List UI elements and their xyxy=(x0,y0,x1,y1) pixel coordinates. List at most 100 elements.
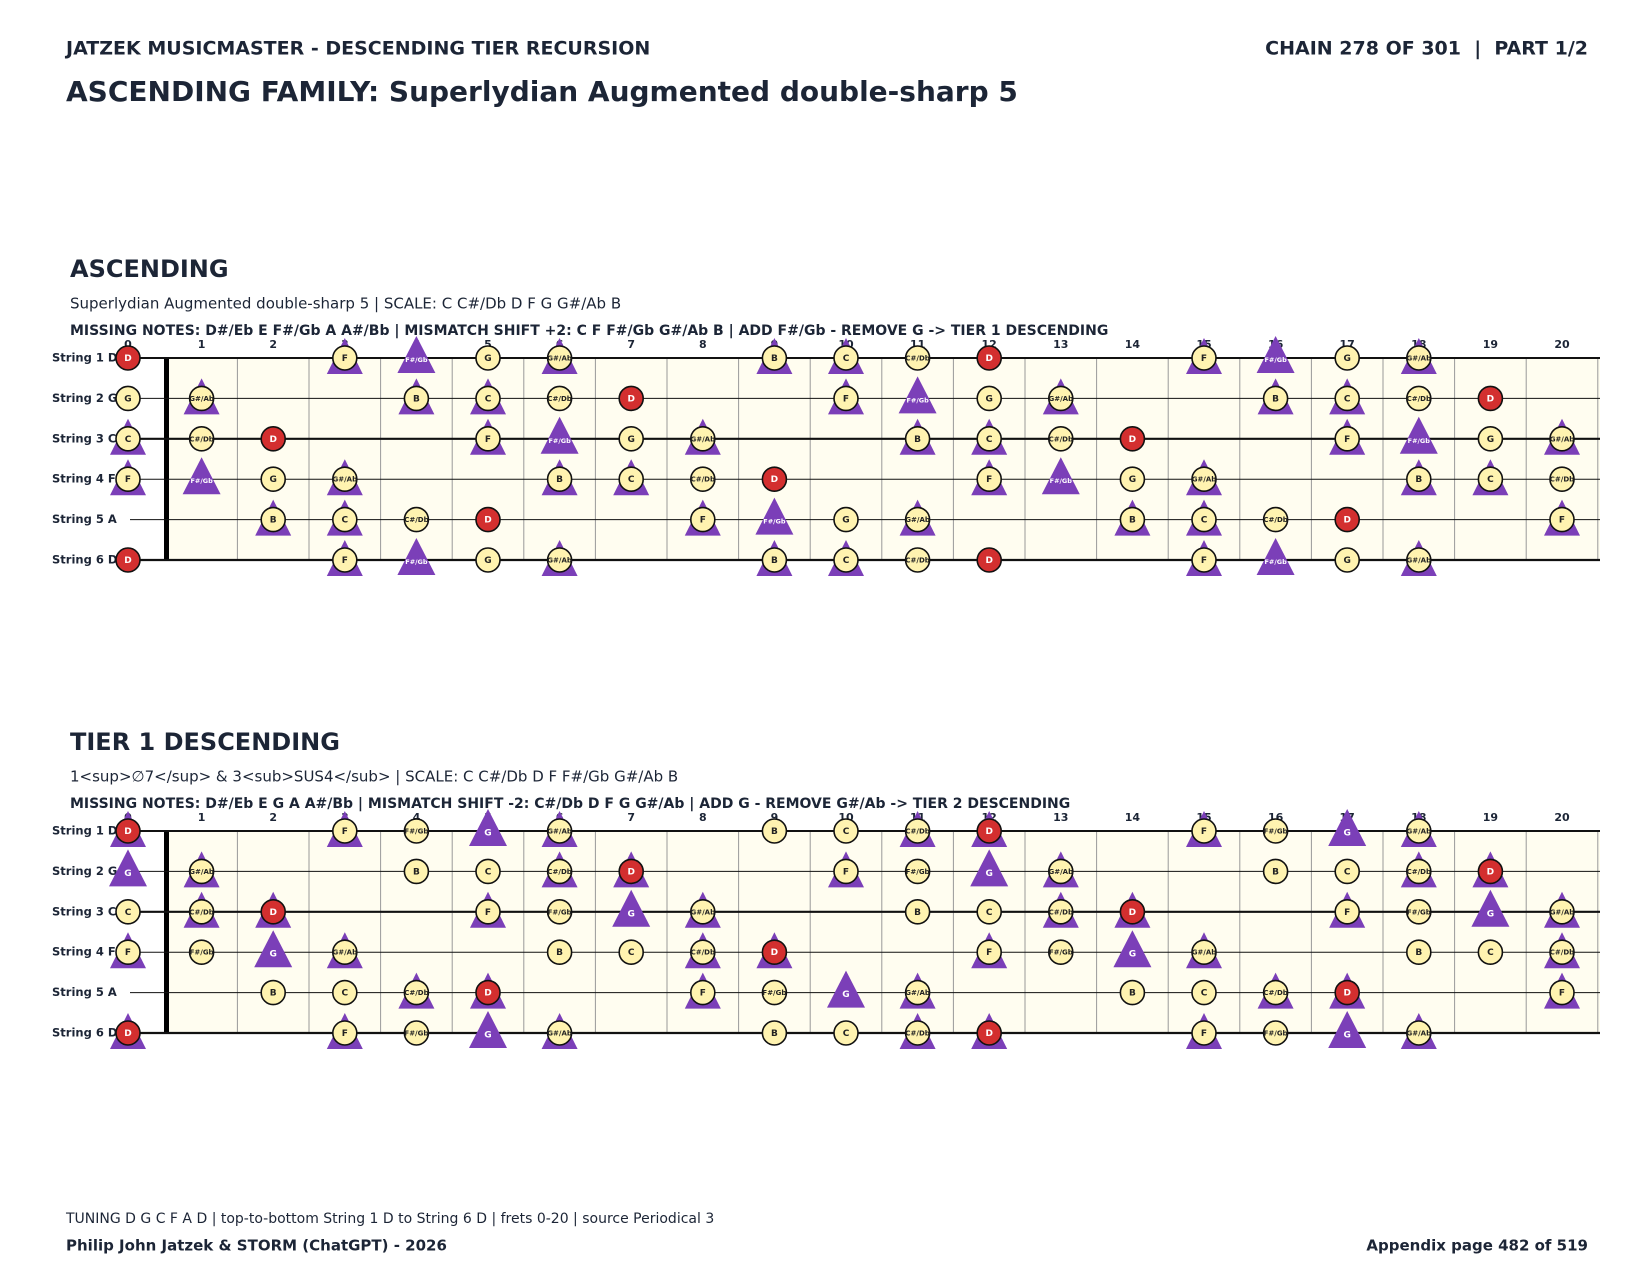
note-label: F xyxy=(342,1029,348,1039)
note-label: G#/Ab xyxy=(189,868,214,876)
root-marker xyxy=(1334,506,1360,533)
note-marker xyxy=(904,425,931,452)
note-label: F#/Gb xyxy=(906,396,929,404)
string-label: String 3 C xyxy=(52,431,116,445)
triangle-marker xyxy=(755,497,794,535)
note-label: D xyxy=(1343,516,1350,526)
note-label: B xyxy=(413,394,420,404)
fret-number: 20 xyxy=(1554,811,1570,824)
note-label: C#/Db xyxy=(1407,395,1431,403)
note-label: G xyxy=(124,394,131,404)
note-label: F#/Gb xyxy=(906,868,930,876)
note-marker xyxy=(546,385,573,412)
note-marker xyxy=(1119,506,1146,533)
note-label: B xyxy=(771,827,778,837)
note-label: G#/Ab xyxy=(1550,435,1575,443)
note-marker xyxy=(403,506,430,533)
note-marker xyxy=(1406,547,1432,573)
triangle-marker xyxy=(540,416,579,454)
note-label: F#/Gb xyxy=(405,356,428,364)
note-marker xyxy=(1191,939,1217,966)
note-label: C xyxy=(1487,948,1494,958)
note-marker xyxy=(331,506,358,533)
note-marker xyxy=(475,345,501,371)
note-label: F#/Gb xyxy=(762,989,786,997)
note-label: F#/Gb xyxy=(1050,477,1073,485)
root-marker xyxy=(761,466,788,493)
string-label: String 2 G xyxy=(52,391,117,405)
note-marker xyxy=(1048,858,1074,885)
triangle-marker xyxy=(1471,889,1510,927)
root-marker xyxy=(115,1020,141,1046)
note-marker xyxy=(1191,506,1217,533)
note-label: G xyxy=(628,909,635,919)
triangle-marker xyxy=(182,457,221,495)
section-subtitle: Superlydian Augmented double-sharp 5 | S… xyxy=(70,295,621,313)
note-marker xyxy=(904,858,931,885)
triangle-marker xyxy=(898,376,937,414)
section-subtitle: 1<sup>∅7</sup> & 3<sub>SUS4</sub> | SCAL… xyxy=(70,768,678,786)
note-marker xyxy=(904,547,931,573)
note-label: D xyxy=(269,908,276,918)
note-marker xyxy=(1191,345,1217,371)
fret-number: 7 xyxy=(627,338,635,351)
note-marker xyxy=(1406,466,1432,493)
triangle-marker xyxy=(1041,457,1080,495)
note-label: C xyxy=(843,1029,850,1039)
note-label: G xyxy=(1344,354,1351,364)
note-marker xyxy=(904,345,931,371)
note-label: G xyxy=(628,435,635,445)
fret-number: 8 xyxy=(699,338,707,351)
note-marker xyxy=(115,425,141,452)
triangle-marker xyxy=(397,538,436,575)
note-label: B xyxy=(556,948,563,958)
note-marker xyxy=(1119,466,1146,493)
root-marker xyxy=(260,425,287,452)
note-label: G xyxy=(1344,829,1351,839)
note-label: C xyxy=(628,948,635,958)
note-label: F xyxy=(342,354,348,364)
note-label: C xyxy=(485,867,492,877)
root-marker xyxy=(115,818,141,844)
note-label: B xyxy=(914,435,921,445)
note-label: F xyxy=(700,989,706,999)
note-label: D xyxy=(1487,394,1494,404)
note-label: C xyxy=(843,556,850,566)
note-marker xyxy=(1406,385,1432,412)
triangle-marker xyxy=(469,1011,507,1048)
string-label: String 4 F xyxy=(52,945,116,959)
note-label: G xyxy=(270,475,277,485)
note-marker xyxy=(833,1020,859,1046)
note-marker xyxy=(331,939,358,966)
note-label: D xyxy=(627,394,634,404)
note-marker xyxy=(1048,939,1074,966)
note-label: D xyxy=(985,556,992,566)
note-marker xyxy=(976,898,1003,925)
note-marker xyxy=(833,818,859,844)
note-marker xyxy=(475,898,501,925)
note-label: B xyxy=(1272,394,1279,404)
triangle-marker xyxy=(397,336,436,373)
note-marker xyxy=(546,345,573,371)
note-label: B xyxy=(270,989,277,999)
note-marker xyxy=(475,858,501,885)
note-marker xyxy=(115,466,141,493)
note-marker xyxy=(1262,979,1289,1006)
note-marker xyxy=(689,979,716,1006)
note-label: C xyxy=(986,908,993,918)
note-marker xyxy=(115,385,141,412)
note-label: C xyxy=(843,354,850,364)
note-label: D xyxy=(124,1029,131,1039)
fret-number: 19 xyxy=(1483,811,1498,824)
note-marker xyxy=(976,939,1003,966)
note-label: C#/Db xyxy=(1049,908,1073,916)
note-marker xyxy=(1334,858,1360,885)
note-label: F#/Gb xyxy=(190,949,214,957)
note-label: C xyxy=(125,435,132,445)
note-marker xyxy=(1334,898,1360,925)
note-marker xyxy=(1262,506,1289,533)
note-label: C#/Db xyxy=(547,868,571,876)
note-marker xyxy=(260,506,287,533)
note-marker xyxy=(1406,1020,1432,1046)
note-label: G xyxy=(1487,909,1494,919)
